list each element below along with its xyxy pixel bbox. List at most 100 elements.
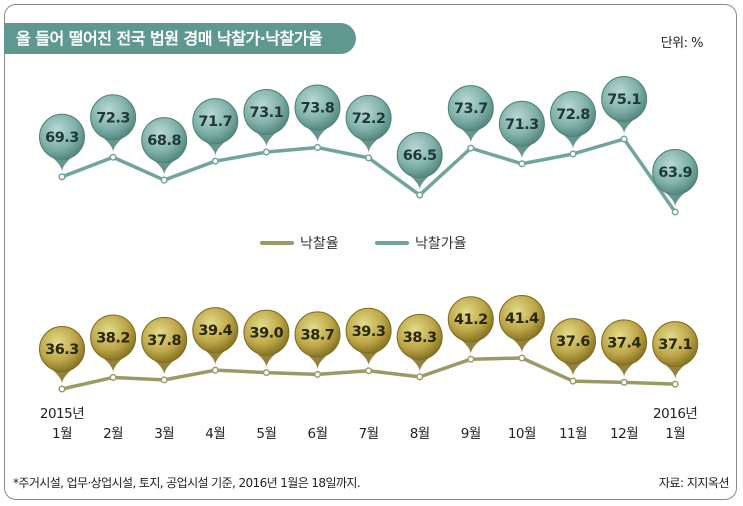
- pin-bubble-olive: [141, 316, 188, 363]
- data-label-rate: 71.3: [505, 117, 539, 133]
- data-point-olive: [620, 378, 628, 386]
- pin-bubble-rate: [652, 149, 699, 195]
- data-label-rate: 72.2: [352, 111, 386, 127]
- tick-label: 1월: [52, 426, 72, 442]
- pin-bubble-rate: [345, 94, 392, 141]
- pin-bubble-rate: [141, 117, 188, 164]
- data-label-olive: 39.0: [250, 326, 284, 342]
- data-point-rate: [58, 173, 66, 181]
- data-point-rate: [518, 160, 526, 168]
- data-point-rate: [416, 191, 424, 199]
- pin-bubble-rate: [447, 85, 494, 132]
- unit-label: 단위: %: [660, 36, 704, 51]
- tick-label: 6월: [307, 426, 327, 442]
- tick-label: 1월: [665, 426, 685, 442]
- data-label-rate: 73.7: [454, 101, 488, 117]
- x-axis: 2015년 1월 2월 3월 4월 5월 6월 7월 8월 9월 10월 11월 12월 2016년 1월: [40, 406, 698, 442]
- tick-label: 8월: [410, 426, 430, 442]
- data-point-olive: [569, 377, 577, 385]
- data-point-olive: [109, 373, 117, 382]
- data-label-rate: 72.3: [96, 110, 130, 126]
- data-label-rate: 68.8: [147, 133, 181, 149]
- data-label-rate: 71.7: [198, 114, 232, 130]
- pin-bubble-olive: [90, 314, 137, 361]
- pin-bubble-olive: [243, 309, 290, 356]
- data-label-olive: 41.2: [454, 312, 488, 328]
- tick-label: 10월: [508, 426, 536, 442]
- data-label-rate: 73.8: [301, 100, 335, 116]
- legend: 낙찰율 낙찰가율: [260, 236, 467, 252]
- legend-label-olive: 낙찰율: [300, 236, 339, 252]
- data-point-rate: [160, 176, 168, 184]
- tick-label: 9월: [461, 426, 481, 442]
- data-point-rate: [313, 143, 322, 152]
- data-label-olive: 36.3: [45, 342, 79, 358]
- footnote: *주거시설, 업무·상업시설, 토지, 공업시설 기준, 2016년 1월은 1…: [13, 476, 361, 490]
- data-label-rate: 69.3: [45, 130, 79, 146]
- pin-bubble-rate: [396, 132, 443, 179]
- tick-label: 7월: [359, 426, 379, 442]
- data-label-olive: 37.1: [658, 337, 692, 353]
- data-label-olive: 37.8: [147, 333, 181, 349]
- pin-bubble-olive: [396, 313, 443, 360]
- pin-bubble-rate: [294, 84, 341, 131]
- data-point-rate: [671, 208, 679, 216]
- data-point-rate: [620, 135, 628, 143]
- pin-bubble-olive: [498, 295, 545, 341]
- data-label-olive: 38.2: [96, 330, 130, 346]
- data-label-rate: 75.1: [607, 92, 641, 108]
- series-rate-group: 69.3 72.3 68.8 71.7 73.1 73.8 72.2 66.5 73.7 71.3…: [39, 76, 699, 216]
- pin-bubble-rate: [550, 90, 596, 137]
- data-point-olive: [313, 370, 322, 378]
- tick-label: 5월: [256, 426, 276, 442]
- data-point-olive: [467, 355, 475, 363]
- data-point-rate: [262, 148, 270, 156]
- pin-bubble-olive: [294, 311, 341, 358]
- pin-bubble-rate: [39, 113, 85, 160]
- data-label-rate: 66.5: [403, 148, 437, 164]
- data-point-olive: [262, 369, 270, 377]
- pin-bubble-olive: [39, 326, 85, 372]
- tick-label: 4월: [205, 426, 225, 442]
- data-label-olive: 39.3: [352, 324, 386, 340]
- chart-title: 올 들어 떨어진 전국 법원 경매 낙찰가·낙찰가율: [4, 23, 356, 54]
- data-label-olive: 37.6: [556, 334, 590, 350]
- pin-bubble-olive: [345, 307, 392, 354]
- data-label-olive: 41.4: [505, 311, 539, 327]
- tick-label-year: 2015년: [40, 406, 84, 422]
- data-point-rate: [109, 153, 117, 161]
- pin-bubble-rate: [498, 100, 545, 147]
- pin-bubble-rate: [601, 76, 648, 122]
- source-label: 자료: 지지옥션: [658, 476, 730, 490]
- tick-label: 2월: [103, 426, 123, 442]
- pin-bubble-rate: [192, 98, 239, 145]
- pin-bubble-rate: [90, 94, 137, 141]
- data-label-olive: 38.7: [301, 327, 335, 343]
- pin-bubble-olive: [447, 296, 494, 343]
- data-point-olive: [416, 373, 424, 381]
- tick-label-year: 2016년: [653, 406, 697, 422]
- data-label-rate: 63.9: [658, 165, 692, 181]
- pin-bubble-olive: [550, 318, 596, 365]
- tick-label: 3월: [154, 426, 174, 442]
- data-point-rate: [211, 157, 219, 165]
- data-point-olive: [211, 366, 219, 374]
- data-point-rate: [467, 144, 475, 152]
- data-point-olive: [160, 376, 168, 384]
- data-label-rate: 72.8: [556, 107, 590, 123]
- legend-label-teal: 낙찰가율: [415, 236, 467, 252]
- series-olive-group: 36.3 38.2 37.8 39.4 39.0 38.7 39.3 38.3 41.2 41.4…: [39, 295, 699, 393]
- data-label-rate: 73.1: [250, 105, 284, 121]
- pin-bubble-olive: [192, 307, 239, 354]
- pin-bubble-olive: [652, 321, 699, 368]
- data-label-olive: 37.4: [607, 335, 641, 351]
- data-point-olive: [671, 380, 679, 388]
- data-point-rate: [569, 150, 577, 158]
- data-point-rate: [365, 154, 373, 162]
- data-point-olive: [365, 367, 373, 375]
- pin-bubble-olive: [601, 319, 648, 366]
- tick-label: 11월: [559, 426, 587, 442]
- data-label-olive: 38.3: [403, 330, 437, 346]
- tick-label: 12월: [610, 426, 638, 442]
- pin-bubble-rate: [243, 89, 290, 136]
